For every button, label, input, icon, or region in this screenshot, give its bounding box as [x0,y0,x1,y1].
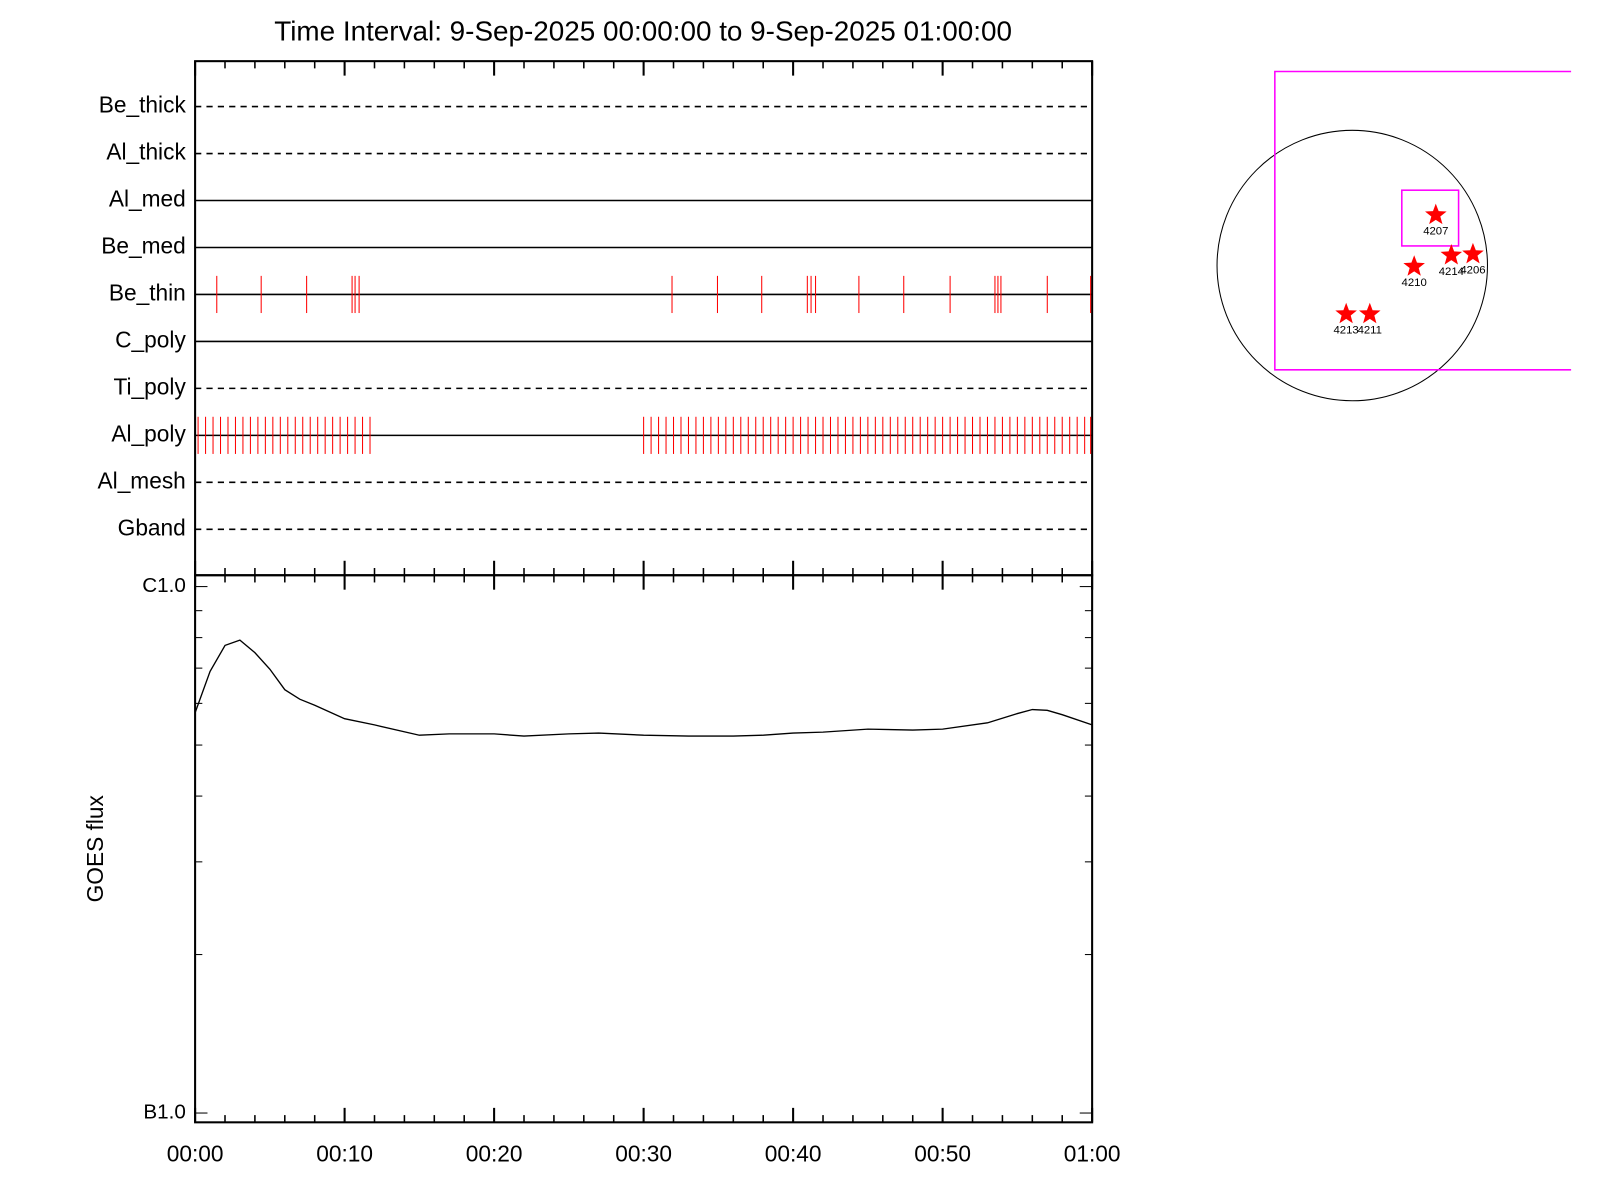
solar-disk [1216,129,1488,402]
region-star [1462,242,1484,264]
row-label: Ti_poly [114,373,187,399]
fov-box [1274,70,1572,371]
y-axis-label: GOES flux [82,795,108,903]
region-label: 4214 [1439,266,1464,278]
x-tick-label: 00:50 [914,1140,971,1166]
region-star [1440,243,1463,265]
x-tick-label: 01:00 [1064,1140,1121,1166]
y-tick-label: C1.0 [142,574,186,597]
row-label: Al_poly [111,420,186,446]
x-tick-label: 00:20 [466,1140,523,1166]
region-star [1358,302,1381,324]
chart-title: Time Interval: 9-Sep-2025 00:00:00 to 9-… [274,16,1012,47]
row-label: Al_mesh [98,467,186,493]
row-label: Be_thick [99,92,187,118]
timeline-frame [194,60,1094,577]
x-tick-label: 00:00 [167,1140,224,1166]
region-label: 4207 [1423,226,1448,238]
flux-line [194,639,1093,737]
row-label: Be_thin [109,279,186,305]
region-label: 4206 [1460,265,1485,277]
region-star [1403,255,1425,276]
region-star [1425,203,1447,225]
row-label: Al_med [109,186,186,212]
row-label: Gband [118,514,186,540]
row-label: C_poly [115,326,186,352]
x-tick-label: 00:40 [765,1140,822,1166]
flux-frame [194,574,1094,1124]
region-star [1335,302,1357,324]
y-tick-label: B1.0 [143,1100,185,1123]
region-label: 4210 [1402,277,1427,289]
region-label: 4211 [1358,325,1382,337]
region-label: 4213 [1334,325,1359,337]
row-label: Al_thick [106,139,186,165]
fov-box [1401,189,1460,247]
row-label: Be_med [101,232,186,258]
x-tick-label: 00:10 [316,1140,373,1166]
x-tick-label: 00:30 [615,1140,672,1166]
